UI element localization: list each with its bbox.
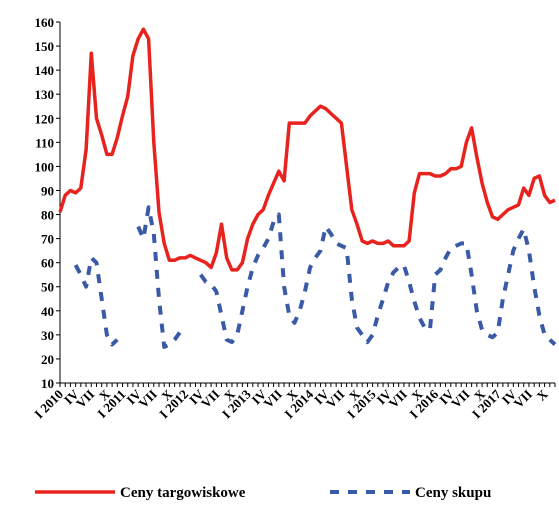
x-tick-label: X xyxy=(533,386,551,404)
y-tick-label: 40 xyxy=(41,304,54,319)
y-tick-label: 130 xyxy=(35,87,55,102)
series-line xyxy=(73,205,557,349)
x-tick-label: VII xyxy=(73,387,97,411)
legend-label: Ceny skupu xyxy=(415,485,491,501)
y-tick-label: 50 xyxy=(41,280,54,295)
y-tick-label: 160 xyxy=(35,15,55,30)
y-tick-label: 140 xyxy=(35,63,55,78)
y-tick-label: 120 xyxy=(35,111,55,126)
y-tick-label: 70 xyxy=(41,232,54,247)
x-tick-label: VII xyxy=(261,387,285,411)
y-tick-label: 100 xyxy=(35,159,55,174)
x-tick-label: VII xyxy=(323,387,347,411)
y-tick-label: 30 xyxy=(41,328,54,343)
x-tick-label: I 2010 xyxy=(31,387,66,422)
y-tick-label: 10 xyxy=(41,376,54,391)
y-tick-label: 150 xyxy=(35,39,55,54)
y-tick-label: 80 xyxy=(41,208,54,223)
y-tick-label: 60 xyxy=(41,256,54,271)
x-tick-label: VII xyxy=(198,387,222,411)
x-tick-label: VII xyxy=(136,387,160,411)
y-tick-label: 110 xyxy=(35,135,54,150)
y-tick-label: 90 xyxy=(41,183,54,198)
legend-label: Ceny targowiskowe xyxy=(120,485,246,501)
x-tick-label: VII xyxy=(386,387,410,411)
series-line xyxy=(58,27,556,272)
x-tick-label: VII xyxy=(511,387,535,411)
x-tick-label: VII xyxy=(448,387,472,411)
y-tick-label: 20 xyxy=(41,352,54,367)
